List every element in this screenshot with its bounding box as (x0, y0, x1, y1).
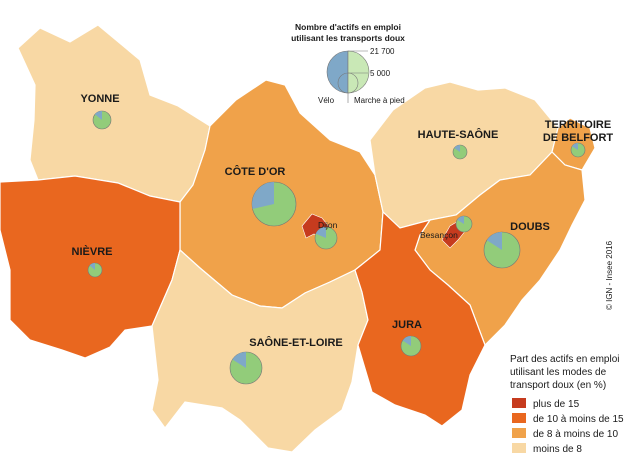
dept-label-haute-saone: HAUTE-SAÔNE (418, 128, 499, 141)
legend-swatch-8-10 (512, 428, 526, 438)
dept-label-cote-dor: CÔTE D'OR (225, 165, 286, 178)
dept-label-nievre: NIÈVRE (72, 245, 113, 258)
size-legend-circle-large-marche (347, 50, 370, 94)
legend-label-8-10: de 8 à moins de 10 (533, 429, 618, 440)
dept-label-yonne: YONNE (80, 93, 119, 105)
size-legend-value-small: 5 000 (370, 69, 391, 78)
circle-saone-et-loire (229, 351, 263, 385)
city-label-dijon: Dijon (318, 220, 338, 230)
choropleth-legend: Part des actifs en emploi utilisant les … (510, 354, 624, 455)
legend-label-moins-8: moins de 8 (533, 444, 582, 455)
size-legend-label-marche: Marche à pied (354, 96, 405, 105)
circle-besancon (455, 215, 473, 233)
circle-jura (400, 335, 422, 357)
dept-label-belfort-line1: TERRITOIRE (545, 119, 611, 131)
legend-swatch-plus-15 (512, 398, 526, 408)
size-legend-title-line2: utilisant les transports doux (291, 33, 405, 43)
legend-label-10-15: de 10 à moins de 15 (533, 414, 624, 425)
dept-label-belfort-line2: DE BELFORT (543, 132, 614, 144)
legend-title-line3: transport doux (en %) (510, 380, 606, 391)
size-legend-label-velo: Vélo (318, 96, 335, 105)
size-legend-value-large: 21 700 (370, 47, 395, 56)
size-legend-circle-large-velo (326, 50, 349, 94)
dept-label-doubs: DOUBS (510, 221, 550, 233)
size-legend: Nombre d'actifs en emploi utilisant les … (291, 22, 405, 105)
legend-title-line2: utilisant les modes de (510, 367, 607, 378)
circle-doubs (483, 231, 521, 269)
copyright: © IGN - Insee 2016 (605, 240, 614, 310)
dept-saone-et-loire (151, 248, 369, 453)
circle-dijon (314, 226, 338, 250)
dept-yonne (17, 24, 211, 203)
dept-label-jura: JURA (392, 319, 422, 331)
circle-nievre (87, 262, 103, 278)
dept-label-saone-et-loire: SAÔNE-ET-LOIRE (249, 336, 343, 349)
city-label-besancon: Besançon (420, 230, 458, 240)
legend-title-line1: Part des actifs en emploi (510, 354, 620, 365)
size-legend-title-line1: Nombre d'actifs en emploi (295, 22, 401, 32)
circle-belfort (570, 142, 586, 158)
legend-swatch-10-15 (512, 413, 526, 423)
dept-jura (354, 210, 486, 427)
legend-label-plus-15: plus de 15 (533, 399, 580, 410)
circle-haute-saone (452, 144, 468, 160)
circle-yonne (92, 110, 112, 130)
circle-cote-dor (251, 181, 297, 227)
legend-swatch-moins-8 (512, 443, 526, 453)
